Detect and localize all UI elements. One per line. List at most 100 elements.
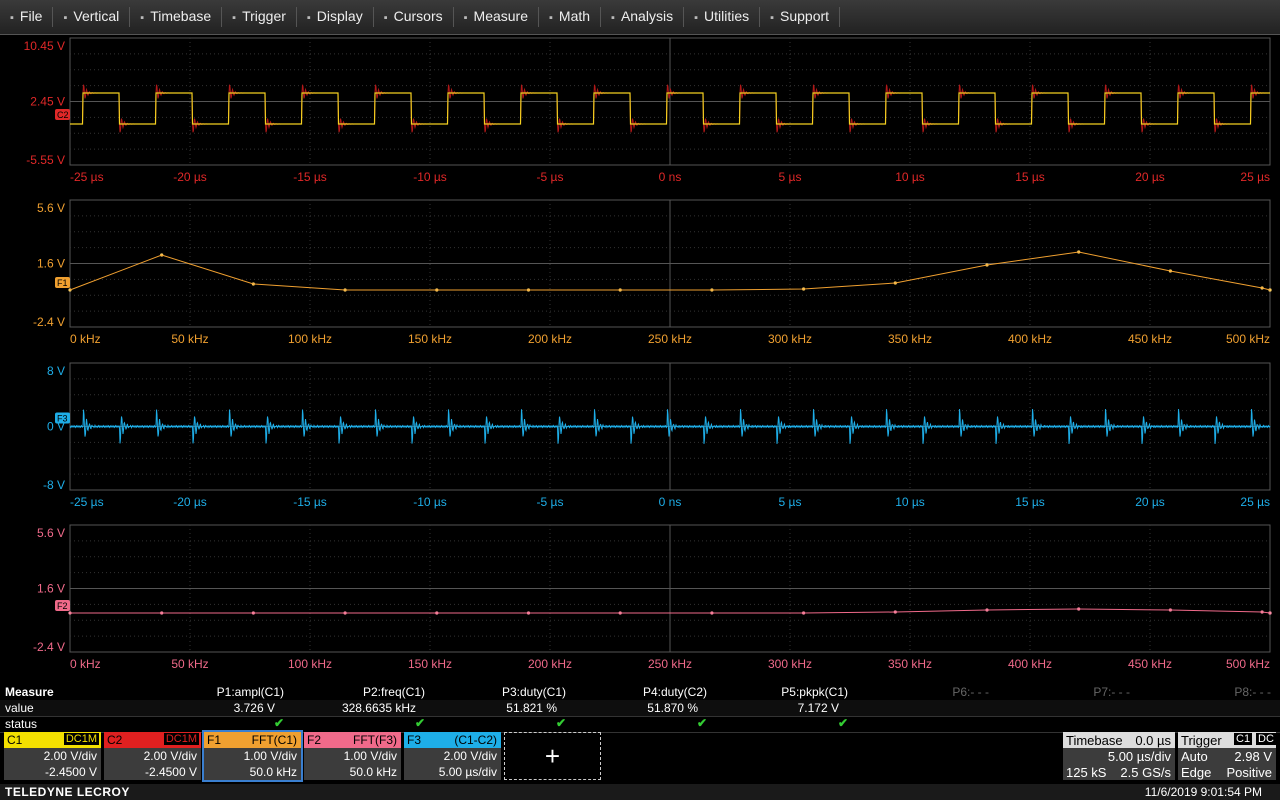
channel-source: FFT(C1) bbox=[251, 733, 297, 747]
trace-tag bbox=[55, 600, 70, 611]
menu-item[interactable]: Support bbox=[760, 7, 841, 27]
y-label: 1.6 V bbox=[37, 582, 65, 596]
menu-item[interactable]: Timebase bbox=[130, 7, 223, 27]
channel-box[interactable]: C2 DC1M 2.00 V/div -2.4500 V bbox=[104, 732, 201, 780]
measure-value: 3.726 V bbox=[233, 701, 275, 715]
menu-item[interactable]: Math bbox=[539, 7, 602, 27]
x-label: 5 µs bbox=[779, 495, 802, 509]
x-label: 15 µs bbox=[1015, 170, 1045, 184]
status-check: ✔ bbox=[415, 716, 426, 730]
x-label: 300 kHz bbox=[768, 657, 812, 671]
measure-value: 51.821 % bbox=[506, 701, 557, 715]
trigger-type: Edge bbox=[1181, 765, 1212, 780]
menu-item[interactable]: File bbox=[0, 7, 54, 27]
x-label: 200 kHz bbox=[528, 657, 572, 671]
measure-param: P1:ampl(C1) bbox=[216, 685, 284, 699]
y-label: -5.55 V bbox=[26, 153, 65, 167]
measure-value: 51.870 % bbox=[647, 701, 698, 715]
trigger-source: C1 bbox=[1234, 733, 1253, 745]
measure-header: Measure P1:ampl(C1) P2:freq(C1) P3:duty(C1… bbox=[0, 684, 1280, 701]
footer: TELEDYNE LECROY 11/6/2019 9:01:54 PM bbox=[0, 784, 1280, 800]
channel-box[interactable]: C1 DC1M 2.00 V/div -2.4500 V bbox=[4, 732, 101, 780]
x-label: 300 kHz bbox=[768, 332, 812, 346]
x-label: 10 µs bbox=[895, 170, 925, 184]
trace bbox=[69, 251, 1271, 291]
x-label: 500 kHz bbox=[1226, 657, 1270, 671]
measure-param: P5:pkpk(C1) bbox=[781, 685, 848, 699]
channel-offset: 50.0 kHz bbox=[249, 765, 297, 779]
x-label: 10 µs bbox=[895, 495, 925, 509]
trace bbox=[70, 92, 1270, 125]
x-label: -25 µs bbox=[70, 495, 104, 509]
y-label: -2.4 V bbox=[33, 640, 65, 654]
x-label: 400 kHz bbox=[1008, 657, 1052, 671]
trace-tag bbox=[55, 412, 70, 424]
menu-item[interactable]: Utilities bbox=[684, 7, 761, 27]
menu-item[interactable]: Vertical bbox=[53, 7, 131, 27]
x-label: 0 ns bbox=[659, 495, 682, 509]
trace-label: F1 bbox=[57, 278, 68, 288]
channel-scale: 2.00 V/div bbox=[143, 749, 197, 763]
menu-item[interactable]: Analysis bbox=[601, 7, 685, 27]
y-label: 2.45 V bbox=[30, 95, 65, 109]
status-check: ✔ bbox=[274, 716, 285, 730]
row-label: status bbox=[5, 717, 38, 731]
trigger-box[interactable]: Trigger C1 DC Auto 2.98 V Edge Positive bbox=[1178, 732, 1276, 780]
trigger-slope: Positive bbox=[1226, 765, 1272, 780]
x-label: 450 kHz bbox=[1128, 657, 1172, 671]
datetime: 11/6/2019 9:01:54 PM bbox=[1144, 785, 1262, 799]
measure-param: P7:- - - bbox=[1093, 685, 1130, 699]
channel-box[interactable]: F3 (C1-C2) 2.00 V/div 5.00 µs/div bbox=[404, 732, 501, 780]
menu-item[interactable]: Trigger bbox=[222, 7, 297, 27]
y-label: 8 V bbox=[47, 364, 65, 378]
x-label: 200 kHz bbox=[528, 332, 572, 346]
x-label: -20 µs bbox=[173, 495, 207, 509]
timebase-samples: 125 kS bbox=[1066, 765, 1107, 780]
x-label: -10 µs bbox=[413, 495, 447, 509]
timebase-scale: 5.00 µs/div bbox=[1107, 749, 1171, 764]
brand: TELEDYNE LECROY bbox=[5, 785, 130, 799]
x-label: 400 kHz bbox=[1008, 332, 1052, 346]
menu-item[interactable]: Display bbox=[297, 7, 374, 27]
x-label: 250 kHz bbox=[648, 332, 692, 346]
measure-param: P6:- - - bbox=[952, 685, 989, 699]
channel-offset: -2.4500 V bbox=[44, 765, 97, 779]
channel-source: DC1M bbox=[63, 733, 99, 745]
trace-tag bbox=[55, 277, 70, 288]
x-label: 100 kHz bbox=[288, 332, 332, 346]
x-label: 350 kHz bbox=[888, 657, 932, 671]
measure-value: 328.6635 kHz bbox=[341, 701, 416, 715]
channel-name: F3 bbox=[407, 733, 422, 747]
x-label: 250 kHz bbox=[648, 657, 692, 671]
x-label: 15 µs bbox=[1015, 495, 1045, 509]
x-label: 0 kHz bbox=[70, 657, 101, 671]
y-label: 5.6 V bbox=[37, 526, 65, 540]
channel-box[interactable]: F2 FFT(F3) 1.00 V/div 50.0 kHz bbox=[304, 732, 401, 780]
status-row: status ✔ ✔ ✔ ✔ ✔ bbox=[0, 716, 1280, 733]
measure-param: P2:freq(C1) bbox=[362, 685, 425, 699]
channel-offset: 5.00 µs/div bbox=[438, 765, 497, 779]
channel-scale: 1.00 V/div bbox=[343, 749, 397, 763]
menu-item[interactable]: Cursors bbox=[374, 7, 454, 27]
channel-header: C2 DC1M bbox=[104, 732, 201, 748]
x-label: 50 kHz bbox=[171, 332, 208, 346]
trace bbox=[70, 608, 1271, 614]
measure-param: P8:- - - bbox=[1234, 685, 1271, 699]
x-label: 25 µs bbox=[1240, 495, 1270, 509]
timebase-rate: 2.5 GS/s bbox=[1120, 765, 1171, 780]
add-channel[interactable]: + bbox=[504, 732, 601, 780]
x-label: 50 kHz bbox=[171, 657, 208, 671]
channel-source: (C1-C2) bbox=[454, 733, 497, 747]
y-label: 5.6 V bbox=[37, 201, 65, 215]
x-label: 5 µs bbox=[779, 170, 802, 184]
measure-title: Measure bbox=[5, 685, 54, 699]
channel-source: DC1M bbox=[163, 733, 199, 745]
channel-offset: -2.4500 V bbox=[144, 765, 197, 779]
menu-item[interactable]: Measure bbox=[454, 7, 539, 27]
x-label: 25 µs bbox=[1240, 170, 1270, 184]
trigger-coupling: DC bbox=[1256, 733, 1276, 745]
channel-box[interactable]: F1 FFT(C1) 1.00 V/div 50.0 kHz bbox=[202, 730, 303, 782]
timebase-box[interactable]: Timebase 0.0 µs 5.00 µs/div 125 kS 2.5 G… bbox=[1063, 732, 1175, 780]
channel-name: C2 bbox=[107, 733, 123, 747]
channel-source: FFT(F3) bbox=[353, 733, 397, 747]
